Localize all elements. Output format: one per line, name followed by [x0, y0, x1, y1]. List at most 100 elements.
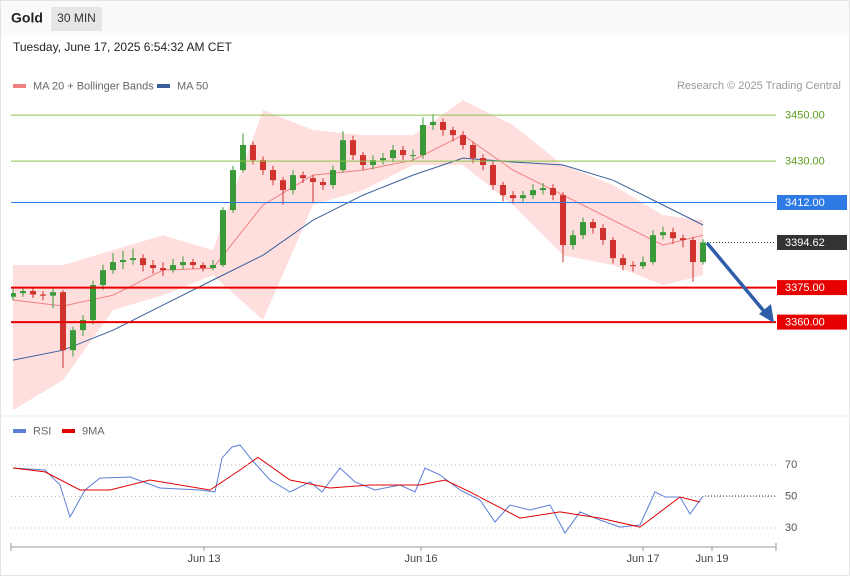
legend-label: MA 20 + Bollinger Bands	[33, 80, 154, 92]
candle-body	[550, 188, 556, 196]
candle-body	[350, 140, 356, 156]
candle-body	[70, 330, 76, 351]
datetime: Tuesday, June 17, 2025 6:54:32 AM CET	[13, 40, 232, 54]
candle-body	[410, 155, 416, 157]
legend-label: MA 50	[177, 80, 208, 92]
candle-body	[650, 235, 656, 263]
candle-body	[690, 239, 696, 263]
candle-body	[240, 145, 246, 171]
candle-body	[510, 195, 516, 199]
candle-body	[660, 232, 666, 236]
interval[interactable]: 30 MIN	[57, 11, 96, 25]
candle-body	[180, 262, 186, 266]
candle-body	[260, 160, 266, 171]
candle-body	[220, 210, 226, 266]
price-overlay: 3450.00 3430.00 3412.00 3375.00 3360.00 MA 20…	[11, 80, 847, 330]
candle-body	[140, 258, 146, 266]
candle-body	[460, 135, 466, 145]
candle-body	[580, 222, 586, 236]
y-tick-label: 30	[785, 522, 797, 534]
candle-body	[520, 195, 526, 199]
x-tick-label: Jun 13	[187, 553, 220, 565]
candle-body	[30, 291, 36, 295]
candle-body	[540, 188, 546, 191]
candle-body	[80, 320, 86, 331]
candle-body	[130, 258, 136, 260]
candle-body	[330, 170, 336, 186]
level-label: 3375.00	[785, 282, 825, 294]
forecast-arrow-head	[759, 304, 774, 323]
legend-label: RSI	[33, 425, 51, 437]
legend-label: 9MA	[82, 425, 105, 437]
candle-body	[400, 150, 406, 156]
candle-body	[600, 228, 606, 240]
candle-body	[420, 124, 426, 156]
candle-body	[280, 180, 286, 191]
candle-body	[680, 238, 686, 240]
legend-swatch	[62, 429, 75, 433]
candle-body	[90, 285, 96, 321]
candle-body	[320, 182, 326, 186]
level-tag	[777, 195, 847, 210]
level-tag	[777, 280, 847, 296]
candle-body	[530, 190, 536, 196]
forecast-arrow	[705, 241, 770, 318]
rsi-line	[12, 444, 704, 534]
candle-body	[20, 291, 26, 294]
candle-body	[250, 145, 256, 161]
candle-body	[200, 265, 206, 269]
bollinger-band	[13, 100, 703, 411]
header-bar	[1, 1, 849, 36]
candle-body	[610, 239, 616, 259]
y-tick-label: 50	[785, 490, 797, 502]
candle-body	[590, 222, 596, 229]
candle-body	[50, 292, 56, 296]
candle-body	[440, 122, 446, 131]
candle-body	[110, 262, 116, 271]
x-tick-label: Jun 17	[626, 553, 659, 565]
candle-body	[430, 122, 436, 125]
candle-body	[390, 150, 396, 159]
candle-body	[380, 158, 386, 161]
x-tick-label: Jun 16	[404, 553, 437, 565]
candle-body	[640, 262, 646, 267]
candle-body	[500, 185, 506, 196]
rsi-plot	[12, 444, 704, 534]
candle-body	[340, 140, 346, 171]
candle-body	[700, 242, 706, 263]
candle-body	[370, 160, 376, 166]
candle-body	[630, 265, 636, 267]
candle-body	[11, 293, 16, 297]
rsi-line	[12, 456, 701, 528]
level-label: 3450.00	[785, 110, 825, 122]
rsi-axes: 30 50 70 Jun 13 Jun 16 Jun 17 Jun 19 RSI 9MA	[10, 425, 797, 565]
candle-body	[100, 270, 106, 286]
candle-body	[210, 265, 216, 269]
level-label: 3360.00	[785, 317, 825, 329]
candle-body	[670, 232, 676, 239]
level-label: 3412.00	[785, 197, 825, 209]
candle-body	[310, 178, 316, 183]
candle-body	[230, 170, 236, 211]
level-tag	[777, 314, 847, 330]
candle-body	[450, 130, 456, 136]
candle-body	[300, 175, 306, 179]
last-price-label: 3394.62	[785, 237, 825, 249]
candle-body	[160, 268, 166, 271]
x-tick-label: Jun 19	[695, 553, 728, 565]
candle-body	[150, 265, 156, 269]
interval-box[interactable]	[51, 7, 102, 31]
credit: Research © 2025 Trading Central	[677, 80, 841, 92]
candle-body	[190, 262, 196, 266]
instrument-title: Gold	[11, 10, 43, 26]
candle-body	[270, 170, 276, 181]
candle-body	[360, 155, 366, 166]
legend-swatch	[13, 429, 26, 433]
candle-body	[560, 195, 566, 246]
y-tick-label: 70	[785, 459, 797, 471]
candle-body	[470, 145, 476, 159]
legend-swatch	[157, 84, 170, 88]
candle-body	[40, 294, 46, 296]
last-price-tag	[777, 234, 847, 250]
